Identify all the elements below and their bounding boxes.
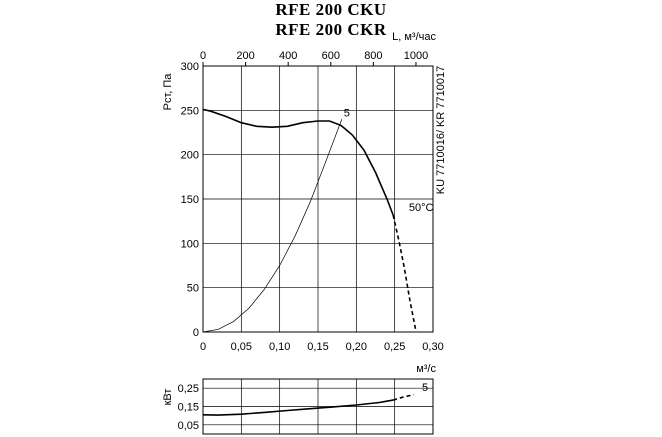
x-tick-label: 0,05	[231, 341, 252, 353]
system-curve	[202, 119, 343, 333]
curve-annotation: 50°C	[409, 202, 434, 214]
y-tick-label: 50	[187, 283, 199, 295]
power-axis-label: кВт	[162, 389, 174, 406]
top-tick-label: 600	[322, 50, 340, 62]
y-axis-label: Pст, Па	[162, 73, 174, 111]
top-tick-label: 200	[236, 50, 254, 62]
top-tick-label: 1000	[404, 50, 428, 62]
x-tick-label: 0,10	[269, 341, 290, 353]
power-plot: 0,05 0,15 0,25 5	[178, 378, 434, 435]
y-tick-label: 300	[181, 61, 199, 73]
y-tick-label: 0,15	[178, 402, 199, 414]
chart-title: RFE 200 CKU	[275, 0, 387, 19]
y-tick-label: 0	[193, 327, 199, 339]
fan-curve	[202, 108, 394, 216]
y-tick-label: 0,05	[178, 420, 199, 432]
plot-frame	[202, 65, 434, 333]
curve-extension-dashed	[392, 393, 414, 401]
x-tick-label: 0,20	[346, 341, 367, 353]
y-tick-label: 150	[181, 194, 199, 206]
curve-annotation: 5	[344, 107, 350, 119]
curve-extension-dashed	[392, 214, 417, 333]
chart-subtitle: RFE 200 CKR	[275, 20, 387, 39]
fan-curve	[202, 399, 394, 416]
bottom-axis-label: м³/с	[416, 363, 436, 375]
top-tick-label: 800	[364, 50, 382, 62]
curve-annotation: 5	[422, 382, 428, 394]
top-tick-label: 400	[279, 50, 297, 62]
y-tick-label: 250	[181, 105, 199, 117]
x-tick-label: 0,25	[384, 341, 405, 353]
model-codes-label: KU 7710016/ KR 7710017	[435, 66, 447, 194]
plot-frame	[202, 378, 434, 435]
x-tick-label: 0	[200, 341, 206, 353]
top-axis-label: L, м³/час	[392, 31, 436, 43]
y-tick-label: 100	[181, 238, 199, 250]
x-tick-label: 0,30	[422, 341, 443, 353]
x-tick-label: 0,15	[307, 341, 328, 353]
y-tick-label: 0,25	[178, 383, 199, 395]
top-tick-label: 0	[200, 50, 206, 62]
y-tick-label: 200	[181, 150, 199, 162]
